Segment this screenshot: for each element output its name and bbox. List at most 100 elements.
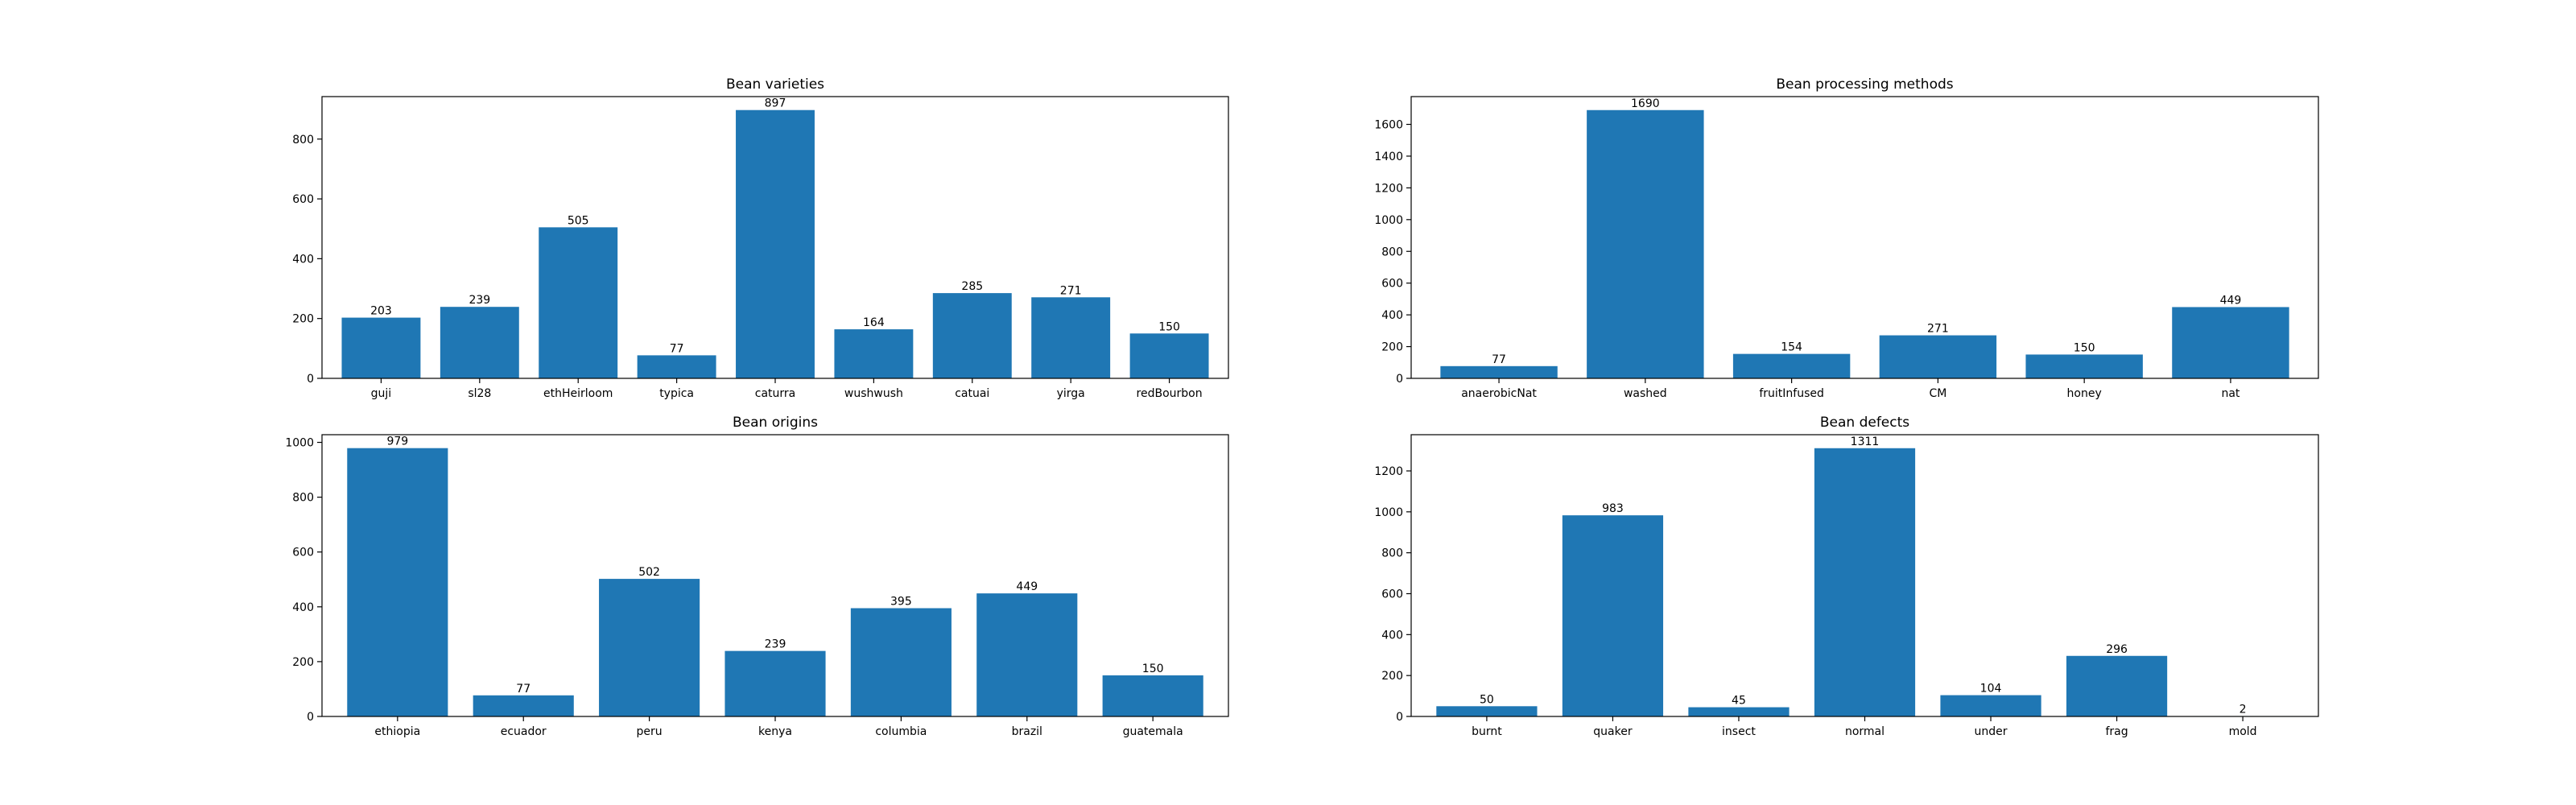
bar-ethheirloom xyxy=(539,227,618,378)
chart-bean-origins: Bean origins 979 ethiopia 77 ecuador 502 peru 2… xyxy=(285,415,1229,738)
bar-ethiopia xyxy=(347,448,448,716)
bar-peru xyxy=(599,579,700,716)
y-tick-label: 800 xyxy=(1381,246,1403,258)
bar-value-label: 395 xyxy=(890,596,912,609)
chart-title: Bean origins xyxy=(733,415,818,431)
bar-burnt xyxy=(1436,706,1538,716)
bar-normal xyxy=(1814,448,1916,716)
plot-frame xyxy=(321,434,1229,717)
y-tick-label: 0 xyxy=(1396,711,1403,724)
y-tick-label: 200 xyxy=(1381,670,1403,683)
x-tick-label: under xyxy=(1975,725,2008,738)
bar-ecuador xyxy=(473,695,574,716)
chart-bean-processing-methods: Bean processing methods 77 anaerobicNat 169… xyxy=(1374,76,2319,400)
bar-kenya xyxy=(724,650,826,716)
y-tick-label: 1000 xyxy=(1374,214,1403,227)
x-tick-label: typica xyxy=(659,387,694,400)
bar-wushwush xyxy=(834,329,914,378)
x-tick-label: honey xyxy=(2067,387,2102,400)
bar-value-label: 77 xyxy=(670,342,684,355)
x-tick-label: sl28 xyxy=(468,387,491,400)
bar-yirga xyxy=(1031,297,1111,378)
y-tick-label: 600 xyxy=(1381,278,1403,291)
x-tick-label: frag xyxy=(2105,725,2128,738)
bar-anaerobicnat xyxy=(1440,365,1558,378)
bar-quaker xyxy=(1562,515,1664,716)
bar-value-label: 150 xyxy=(1142,663,1164,675)
bar-value-label: 983 xyxy=(1602,502,1624,515)
x-tick-label: peru xyxy=(637,725,663,738)
y-tick-label: 400 xyxy=(292,253,314,266)
bar-value-label: 449 xyxy=(2220,294,2242,307)
x-tick-label: redBourbon xyxy=(1137,387,1203,400)
bar-catuai xyxy=(932,293,1012,378)
bar-value-label: 897 xyxy=(765,97,786,110)
y-tick-label: 1000 xyxy=(1374,506,1403,519)
bar-value-label: 104 xyxy=(1980,683,2002,696)
chart-bean-varieties: Bean varieties 203 guji 239 sl28 505 ethHeirlo… xyxy=(292,76,1229,400)
x-tick-label: CM xyxy=(1929,387,1946,400)
x-tick-label: columbia xyxy=(875,725,927,738)
y-tick-label: 800 xyxy=(292,492,314,505)
y-tick-label: 600 xyxy=(292,547,314,559)
x-tick-label: burnt xyxy=(1472,725,1502,738)
plot-frame xyxy=(1410,434,2319,717)
y-tick-label: 0 xyxy=(307,373,314,386)
y-tick-label: 200 xyxy=(292,313,314,326)
x-tick-label: nat xyxy=(2221,387,2240,400)
bar-typica xyxy=(637,355,716,378)
bar-frag xyxy=(2066,655,2168,716)
x-tick-label: quaker xyxy=(1593,725,1633,738)
chart-bean-defects: Bean defects 50 burnt 983 quaker 45 insect 1311… xyxy=(1374,415,2319,738)
y-tick-label: 800 xyxy=(292,134,314,147)
x-tick-label: catuai xyxy=(955,387,989,400)
bar-guatemala xyxy=(1102,675,1203,716)
bar-value-label: 271 xyxy=(1060,284,1082,297)
x-tick-label: kenya xyxy=(758,725,792,738)
x-tick-label: ethiopia xyxy=(374,725,420,738)
chart-title: Bean processing methods xyxy=(1776,76,1953,93)
bar-value-label: 150 xyxy=(1158,320,1180,333)
bar-under xyxy=(1940,695,2041,716)
bar-columbia xyxy=(850,608,952,716)
x-tick-label: brazil xyxy=(1012,725,1042,738)
x-tick-label: wushwush xyxy=(844,387,903,400)
bar-value-label: 150 xyxy=(2074,341,2095,354)
y-tick-label: 400 xyxy=(1381,309,1403,322)
y-tick-label: 0 xyxy=(307,711,314,724)
x-tick-label: ethHeirloom xyxy=(543,387,613,400)
bar-value-label: 271 xyxy=(1927,323,1949,336)
x-tick-label: insect xyxy=(1722,725,1756,738)
chart-title: Bean varieties xyxy=(726,76,824,93)
bar-value-label: 154 xyxy=(1781,341,1802,354)
x-tick-label: washed xyxy=(1624,387,1667,400)
x-tick-label: guji xyxy=(371,387,392,400)
x-tick-label: fruitInfused xyxy=(1759,387,1824,400)
y-tick-label: 800 xyxy=(1381,547,1403,560)
bar-value-label: 296 xyxy=(2106,643,2128,656)
x-tick-label: guatemala xyxy=(1123,725,1183,738)
bar-value-label: 239 xyxy=(469,294,490,307)
y-tick-label: 600 xyxy=(1381,588,1403,601)
y-tick-label: 1200 xyxy=(1374,465,1403,478)
x-tick-label: ecuador xyxy=(501,725,547,738)
y-tick-label: 600 xyxy=(292,193,314,206)
x-tick-label: anaerobicNat xyxy=(1461,387,1537,400)
y-tick-label: 1600 xyxy=(1374,119,1403,132)
bar-value-label: 203 xyxy=(370,305,392,318)
y-tick-label: 200 xyxy=(292,656,314,669)
bar-value-label: 77 xyxy=(1492,353,1506,366)
x-tick-label: mold xyxy=(2229,725,2257,738)
chart-title: Bean defects xyxy=(1820,415,1909,431)
bar-value-label: 449 xyxy=(1016,580,1038,593)
y-tick-label: 1400 xyxy=(1374,151,1403,163)
x-tick-label: yirga xyxy=(1057,387,1085,400)
bar-nat xyxy=(2172,307,2289,378)
bar-value-label: 1311 xyxy=(1851,436,1880,448)
y-tick-label: 1200 xyxy=(1374,182,1403,195)
bar-value-label: 239 xyxy=(765,638,786,651)
bar-value-label: 502 xyxy=(638,566,660,579)
bar-redbourbon xyxy=(1129,333,1209,378)
y-tick-label: 1000 xyxy=(285,437,314,450)
y-tick-label: 0 xyxy=(1396,373,1403,386)
